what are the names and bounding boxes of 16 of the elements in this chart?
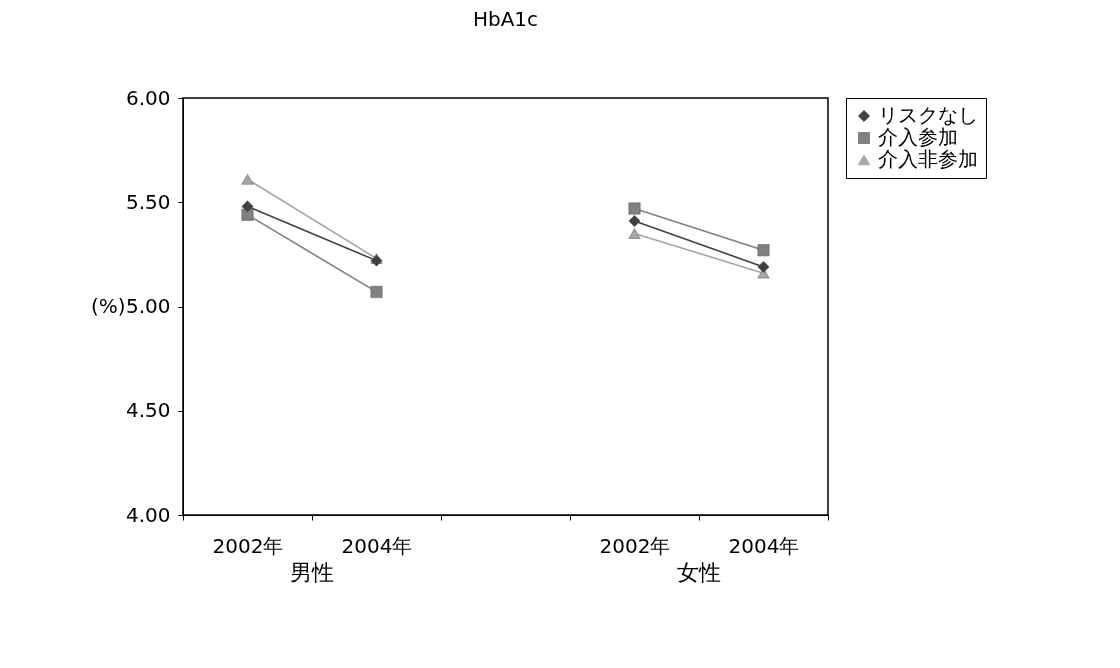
x-tick-label: 2002年	[212, 533, 284, 558]
y-tick-label: 5.00	[125, 294, 171, 318]
text: 男性	[290, 560, 334, 585]
x-tick-label: 2004年	[341, 533, 413, 558]
y-tick-label: 4.00	[125, 502, 171, 527]
legend-label: リスクなし	[878, 103, 978, 127]
y-tick-label: 4.50	[125, 398, 171, 423]
y-axis-title: (%)	[90, 294, 126, 318]
legend-label: 介入参加	[878, 125, 958, 149]
text: 女性	[677, 560, 721, 585]
x-tick-label: 2002年	[599, 533, 671, 558]
y-tick-label: 5.50	[125, 189, 171, 214]
y-tick-label: 6.00	[125, 85, 171, 110]
legend-label: 介入非参加	[878, 147, 978, 171]
x-tick-label: 2004年	[728, 533, 800, 558]
chart-title: HbA1c	[472, 7, 539, 31]
